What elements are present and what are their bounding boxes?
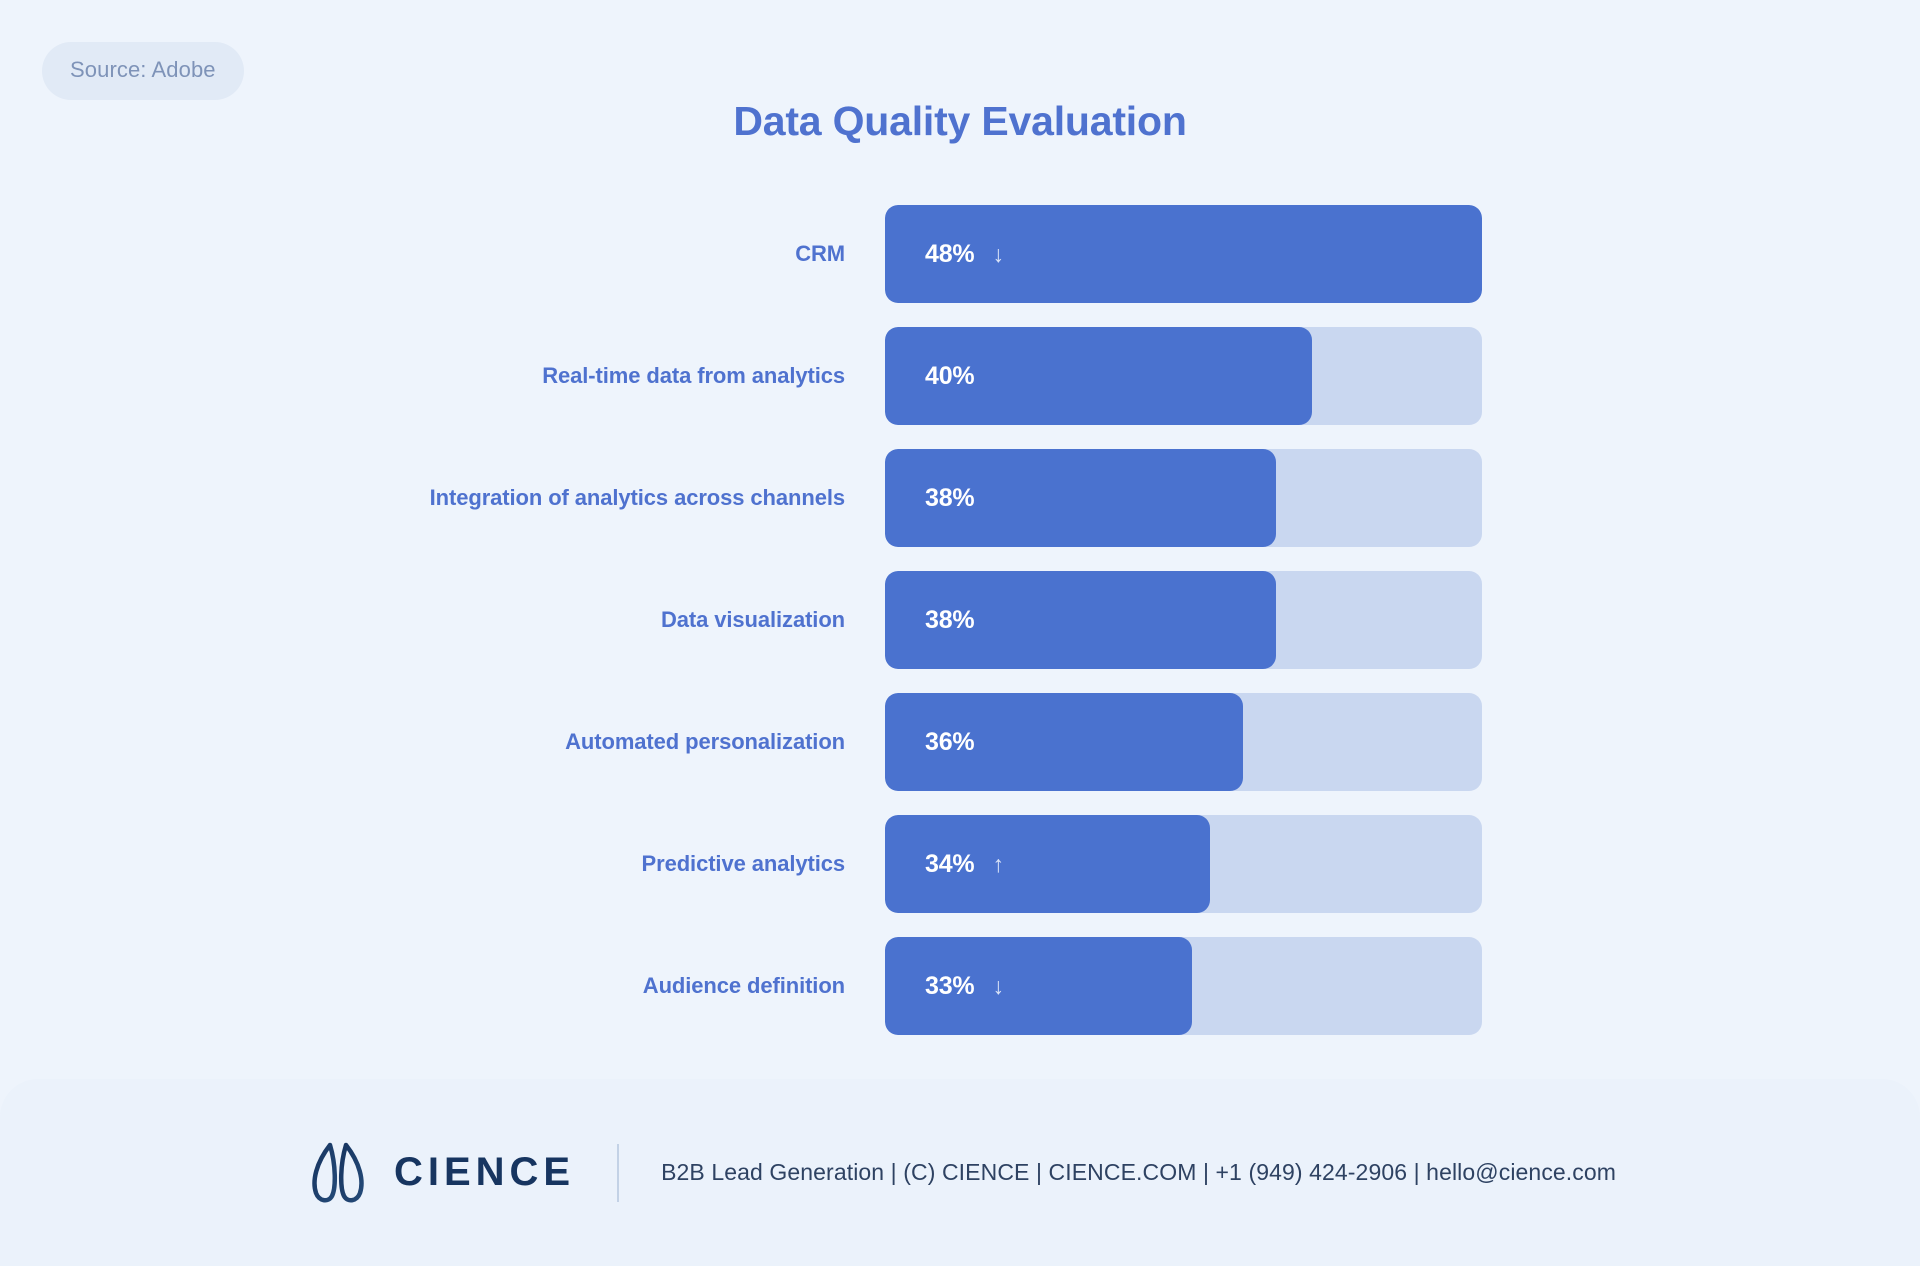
page-title: Data Quality Evaluation: [733, 98, 1187, 144]
trend-up-icon: ↑: [992, 850, 1004, 877]
trend-down-icon: ↓: [992, 972, 1004, 999]
bar-value-group: 40%: [925, 327, 975, 425]
bar-chart: CRM 48% ↓ Real-time data from analytics 40% I…: [0, 205, 1920, 1035]
bar-value-group: 36%: [925, 693, 975, 791]
bar-value-label: 36%: [925, 727, 975, 756]
trend-down-icon: ↓: [992, 240, 1004, 267]
bar-track: 38%: [885, 449, 1482, 547]
bar-value-label: 33%: [925, 971, 975, 1000]
bar-category-label: Real-time data from analytics: [542, 363, 845, 388]
bar-fill: [885, 693, 1244, 791]
bar-fill: [885, 571, 1277, 669]
cience-logo[interactable]: CIENCE: [304, 1139, 575, 1207]
bar-track: 38%: [885, 571, 1482, 669]
bar-value-group: 38%: [925, 449, 975, 547]
cience-leaf-icon: [304, 1139, 372, 1207]
bar-fill: [885, 937, 1193, 1035]
bar-value-group: 38%: [925, 571, 975, 669]
bar-row: CRM 48% ↓: [0, 205, 1920, 303]
bar-value-label: 40%: [925, 361, 975, 390]
bar-category-label: Audience definition: [642, 973, 845, 998]
bar-row: Automated personalization 36%: [0, 693, 1920, 791]
bar-fill: [885, 327, 1312, 425]
bar-value-group: 34% ↑: [925, 815, 1004, 913]
bar-value-label: 48%: [925, 239, 975, 268]
bar-value-group: 48% ↓: [925, 205, 1004, 303]
bar-category-label: Predictive analytics: [641, 851, 846, 876]
bar-row: Predictive analytics 34% ↑: [0, 815, 1920, 913]
bar-value-label: 38%: [925, 605, 975, 634]
bar-category-label: Data visualization: [660, 607, 845, 632]
bar-track: 33% ↓: [885, 937, 1482, 1035]
bar-category-label: Integration of analytics across channels: [429, 485, 845, 510]
bar-row: Audience definition 33% ↓: [0, 937, 1920, 1035]
cience-wordmark: CIENCE: [393, 1150, 576, 1194]
bar-value-label: 38%: [925, 483, 975, 512]
bar-fill: [885, 815, 1211, 913]
source-badge: Source: Adobe: [42, 42, 244, 100]
bar-fill: [885, 449, 1277, 547]
footer-contact-text: B2B Lead Generation | (C) CIENCE | CIENC…: [661, 1159, 1617, 1185]
bar-row: Real-time data from analytics 40%: [0, 327, 1920, 425]
bar-value-group: 33% ↓: [925, 937, 1004, 1035]
footer: CIENCE B2B Lead Generation | (C) CIENCE …: [0, 1079, 1920, 1266]
bar-track: 40%: [885, 327, 1482, 425]
footer-divider: [617, 1143, 620, 1202]
bar-row: Integration of analytics across channels…: [0, 449, 1920, 547]
bar-track: 34% ↑: [885, 815, 1482, 913]
bar-row: Data visualization 38%: [0, 571, 1920, 669]
bar-track: 36%: [885, 693, 1482, 791]
bar-fill: [885, 205, 1482, 303]
bar-value-label: 34%: [925, 849, 975, 878]
bar-track: 48% ↓: [885, 205, 1482, 303]
bar-category-label: CRM: [795, 241, 845, 266]
bar-category-label: Automated personalization: [565, 729, 845, 754]
footer-band: [0, 1079, 1920, 1266]
